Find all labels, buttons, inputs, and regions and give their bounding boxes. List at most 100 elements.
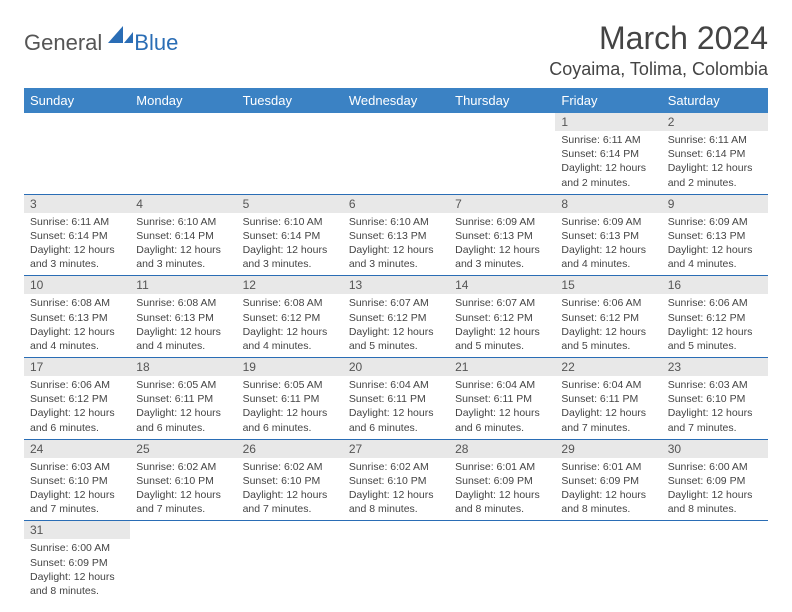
header-row: Sunday Monday Tuesday Wednesday Thursday… <box>24 88 768 113</box>
daylight-text: Daylight: 12 hours and 4 minutes. <box>561 243 655 271</box>
calendar-cell: 18Sunrise: 6:05 AMSunset: 6:11 PMDayligh… <box>130 358 236 440</box>
day-number: 17 <box>24 358 130 376</box>
sunset-text: Sunset: 6:09 PM <box>30 556 124 570</box>
calendar-cell: 8Sunrise: 6:09 AMSunset: 6:13 PMDaylight… <box>555 194 661 276</box>
day-content: Sunrise: 6:08 AMSunset: 6:13 PMDaylight:… <box>24 294 130 357</box>
sunrise-text: Sunrise: 6:09 AM <box>561 215 655 229</box>
day-number: 15 <box>555 276 661 294</box>
daylight-text: Daylight: 12 hours and 5 minutes. <box>455 325 549 353</box>
sunset-text: Sunset: 6:10 PM <box>243 474 337 488</box>
calendar-cell: 29Sunrise: 6:01 AMSunset: 6:09 PMDayligh… <box>555 439 661 521</box>
calendar-cell: 27Sunrise: 6:02 AMSunset: 6:10 PMDayligh… <box>343 439 449 521</box>
calendar-cell: 14Sunrise: 6:07 AMSunset: 6:12 PMDayligh… <box>449 276 555 358</box>
day-content: Sunrise: 6:07 AMSunset: 6:12 PMDaylight:… <box>449 294 555 357</box>
col-monday: Monday <box>130 88 236 113</box>
calendar-cell: 3 Sunrise: 6:11 AMSunset: 6:14 PMDaylight… <box>24 194 130 276</box>
daylight-text: Daylight: 12 hours and 4 minutes. <box>668 243 762 271</box>
daylight-text: Daylight: 12 hours and 5 minutes. <box>349 325 443 353</box>
day-content: Sunrise: 6:10 AMSunset: 6:14 PMDaylight:… <box>130 213 236 276</box>
day-content: Sunrise: 6:02 AMSunset: 6:10 PMDaylight:… <box>130 458 236 521</box>
day-number: 2 <box>662 113 768 131</box>
sunrise-text: Sunrise: 6:08 AM <box>30 296 124 310</box>
day-number: 1 <box>555 113 661 131</box>
calendar-cell: 20Sunrise: 6:04 AMSunset: 6:11 PMDayligh… <box>343 358 449 440</box>
calendar-cell <box>555 521 661 602</box>
col-tuesday: Tuesday <box>237 88 343 113</box>
daylight-text: Daylight: 12 hours and 3 minutes. <box>30 243 124 271</box>
sunrise-text: Sunrise: 6:11 AM <box>30 215 124 229</box>
sunrise-text: Sunrise: 6:08 AM <box>243 296 337 310</box>
daylight-text: Daylight: 12 hours and 2 minutes. <box>561 161 655 189</box>
calendar-cell: 31Sunrise: 6:00 AMSunset: 6:09 PMDayligh… <box>24 521 130 602</box>
day-number: 20 <box>343 358 449 376</box>
logo: General Blue <box>24 26 178 59</box>
day-number: 24 <box>24 440 130 458</box>
day-content: Sunrise: 6:11 AMSunset: 6:14 PMDaylight:… <box>555 131 661 194</box>
calendar-cell: 21Sunrise: 6:04 AMSunset: 6:11 PMDayligh… <box>449 358 555 440</box>
day-number: 6 <box>343 195 449 213</box>
day-content: Sunrise: 6:11 AMSunset: 6:14 PMDaylight:… <box>662 131 768 194</box>
col-wednesday: Wednesday <box>343 88 449 113</box>
calendar-cell: 24Sunrise: 6:03 AMSunset: 6:10 PMDayligh… <box>24 439 130 521</box>
sunrise-text: Sunrise: 6:02 AM <box>136 460 230 474</box>
day-content: Sunrise: 6:09 AMSunset: 6:13 PMDaylight:… <box>555 213 661 276</box>
day-number: 3 <box>24 195 130 213</box>
sunrise-text: Sunrise: 6:02 AM <box>243 460 337 474</box>
day-number: 14 <box>449 276 555 294</box>
sunrise-text: Sunrise: 6:01 AM <box>455 460 549 474</box>
calendar-cell <box>24 113 130 194</box>
calendar-cell <box>662 521 768 602</box>
sunrise-text: Sunrise: 6:07 AM <box>349 296 443 310</box>
day-content: Sunrise: 6:03 AMSunset: 6:10 PMDaylight:… <box>24 458 130 521</box>
sunset-text: Sunset: 6:13 PM <box>136 311 230 325</box>
daylight-text: Daylight: 12 hours and 7 minutes. <box>668 406 762 434</box>
day-number: 9 <box>662 195 768 213</box>
day-number: 22 <box>555 358 661 376</box>
sunrise-text: Sunrise: 6:09 AM <box>668 215 762 229</box>
col-saturday: Saturday <box>662 88 768 113</box>
day-content: Sunrise: 6:02 AMSunset: 6:10 PMDaylight:… <box>237 458 343 521</box>
daylight-text: Daylight: 12 hours and 6 minutes. <box>455 406 549 434</box>
day-content: Sunrise: 6:03 AMSunset: 6:10 PMDaylight:… <box>662 376 768 439</box>
daylight-text: Daylight: 12 hours and 8 minutes. <box>455 488 549 516</box>
sunset-text: Sunset: 6:12 PM <box>349 311 443 325</box>
sunset-text: Sunset: 6:12 PM <box>30 392 124 406</box>
daylight-text: Daylight: 12 hours and 3 minutes. <box>455 243 549 271</box>
daylight-text: Daylight: 12 hours and 6 minutes. <box>30 406 124 434</box>
day-content: Sunrise: 6:04 AMSunset: 6:11 PMDaylight:… <box>449 376 555 439</box>
calendar-table: Sunday Monday Tuesday Wednesday Thursday… <box>24 88 768 602</box>
location: Coyaima, Tolima, Colombia <box>549 59 768 80</box>
sunrise-text: Sunrise: 6:10 AM <box>243 215 337 229</box>
daylight-text: Daylight: 12 hours and 4 minutes. <box>30 325 124 353</box>
sunset-text: Sunset: 6:13 PM <box>349 229 443 243</box>
sunset-text: Sunset: 6:13 PM <box>455 229 549 243</box>
daylight-text: Daylight: 12 hours and 7 minutes. <box>136 488 230 516</box>
day-number: 31 <box>24 521 130 539</box>
sunrise-text: Sunrise: 6:11 AM <box>561 133 655 147</box>
sunset-text: Sunset: 6:14 PM <box>561 147 655 161</box>
calendar-cell <box>449 113 555 194</box>
sunset-text: Sunset: 6:14 PM <box>30 229 124 243</box>
calendar-cell <box>130 113 236 194</box>
day-content: Sunrise: 6:08 AMSunset: 6:12 PMDaylight:… <box>237 294 343 357</box>
sunset-text: Sunset: 6:09 PM <box>668 474 762 488</box>
day-number: 13 <box>343 276 449 294</box>
day-number: 29 <box>555 440 661 458</box>
sunset-text: Sunset: 6:10 PM <box>30 474 124 488</box>
col-sunday: Sunday <box>24 88 130 113</box>
day-number: 23 <box>662 358 768 376</box>
sunrise-text: Sunrise: 6:06 AM <box>561 296 655 310</box>
sunset-text: Sunset: 6:12 PM <box>455 311 549 325</box>
daylight-text: Daylight: 12 hours and 2 minutes. <box>668 161 762 189</box>
daylight-text: Daylight: 12 hours and 6 minutes. <box>243 406 337 434</box>
daylight-text: Daylight: 12 hours and 8 minutes. <box>561 488 655 516</box>
calendar-cell: 16Sunrise: 6:06 AMSunset: 6:12 PMDayligh… <box>662 276 768 358</box>
sunset-text: Sunset: 6:11 PM <box>136 392 230 406</box>
calendar-cell: 13 Sunrise: 6:07 AMSunset: 6:12 PMDayligh… <box>343 276 449 358</box>
calendar-cell: 11Sunrise: 6:08 AMSunset: 6:13 PMDayligh… <box>130 276 236 358</box>
sunrise-text: Sunrise: 6:08 AM <box>136 296 230 310</box>
sunrise-text: Sunrise: 6:01 AM <box>561 460 655 474</box>
calendar-cell: 1Sunrise: 6:11 AMSunset: 6:14 PMDaylight… <box>555 113 661 194</box>
sunrise-text: Sunrise: 6:06 AM <box>30 378 124 392</box>
sunset-text: Sunset: 6:14 PM <box>243 229 337 243</box>
